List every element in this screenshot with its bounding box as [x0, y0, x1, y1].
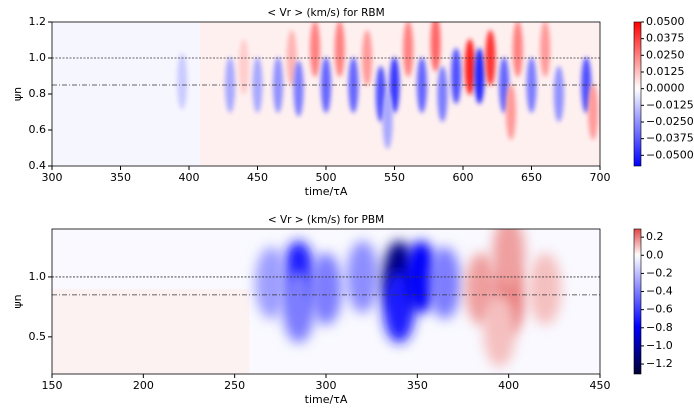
contour-blob: [512, 22, 523, 77]
region: [52, 22, 200, 166]
contour-blob: [310, 252, 342, 325]
y-tick-label: 0.4: [29, 159, 47, 172]
x-tick-label: 400: [498, 379, 519, 392]
x-tick-label: 650: [521, 171, 542, 184]
contour-blob: [451, 48, 462, 104]
contour-blob: [282, 270, 315, 343]
contour-blob: [464, 39, 475, 95]
contour-blob: [505, 84, 516, 140]
x-tick-label: 400: [179, 171, 200, 184]
plot-area: [52, 22, 600, 166]
colorbar-tick-label: 0.0000: [646, 82, 685, 95]
y-tick-label: 0.6: [29, 123, 47, 136]
chart-title: < Vr > (km/s) for PBM: [268, 214, 384, 226]
x-tick-label: 550: [384, 171, 405, 184]
colorbar-tick-label: −0.6: [646, 303, 673, 316]
contour-blob: [588, 84, 599, 140]
x-tick-label: 150: [42, 379, 63, 392]
colorbar-tick-label: 0.0: [646, 248, 664, 261]
region: [52, 288, 250, 374]
colorbar-tick-label: 0.0375: [646, 32, 685, 45]
contour-blob: [526, 57, 537, 113]
contour-blob: [334, 22, 345, 77]
colorbar-tick-label: −1.2: [646, 357, 673, 370]
contour-blob: [252, 57, 263, 113]
y-tick-label: 1.0: [29, 270, 47, 283]
contour-blob: [382, 93, 393, 149]
y-tick-label: 0.8: [29, 87, 47, 100]
x-tick-label: 200: [133, 379, 154, 392]
contour-blob: [310, 22, 321, 77]
y-axis-label: ψn: [11, 294, 24, 308]
y-axis-label: ψn: [11, 87, 24, 101]
y-tick-label: 1.2: [29, 15, 47, 28]
y-tick-label: 1.0: [29, 51, 47, 64]
contour-blob: [430, 22, 441, 72]
contour-blob: [273, 57, 284, 113]
x-tick-label: 350: [110, 171, 131, 184]
chart-title: < Vr > (km/s) for RBM: [267, 7, 384, 19]
colorbar-tick-label: 0.0500: [646, 15, 685, 28]
x-tick-label: 500: [316, 171, 337, 184]
colorbar-tick-label: 0.2: [646, 230, 664, 243]
contour-blob: [553, 66, 564, 122]
contour-blob: [474, 48, 485, 104]
contour-blob: [255, 246, 288, 319]
colorbar-tick-label: 0.0125: [646, 65, 685, 78]
colorbar-tick-label: −0.2: [646, 266, 673, 279]
contour-blob: [428, 246, 461, 319]
contour-blob: [403, 22, 414, 77]
contour-blob: [225, 57, 236, 113]
colorbar-tick-label: −0.0500: [646, 148, 694, 161]
colorbar: [633, 228, 642, 375]
colorbar-tick-label: −0.8: [646, 321, 673, 334]
contour-blob: [177, 53, 188, 110]
contour-blob: [238, 39, 249, 95]
contour-blob: [483, 294, 516, 367]
contour-blob: [492, 229, 525, 289]
x-tick-label: 300: [316, 379, 337, 392]
x-tick-label: 700: [590, 171, 611, 184]
x-tick-label: 450: [247, 171, 268, 184]
contour-blob: [416, 57, 427, 113]
colorbar: [633, 21, 642, 167]
x-tick-label: 450: [590, 379, 611, 392]
colorbar-tick-label: −1.0: [646, 339, 673, 352]
colorbar-tick-label: −0.0375: [646, 132, 694, 145]
colorbar-tick-label: −0.0250: [646, 115, 694, 128]
colorbar-tick-label: −0.4: [646, 285, 673, 298]
colorbar-tick-label: −0.0125: [646, 98, 694, 111]
contour-blob: [293, 60, 304, 117]
x-tick-label: 600: [453, 171, 474, 184]
contour-blob: [437, 66, 448, 122]
x-axis-label: time/τA: [305, 393, 348, 406]
contour-blob: [540, 22, 551, 77]
x-tick-label: 250: [224, 379, 245, 392]
plot-area: [52, 229, 600, 374]
x-axis-label: time/τA: [305, 185, 348, 198]
contour-blob: [529, 252, 562, 325]
colorbar-tick-label: 0.0250: [646, 48, 685, 61]
x-tick-label: 300: [42, 171, 63, 184]
y-tick-label: 0.5: [29, 330, 47, 343]
x-tick-label: 350: [407, 379, 428, 392]
